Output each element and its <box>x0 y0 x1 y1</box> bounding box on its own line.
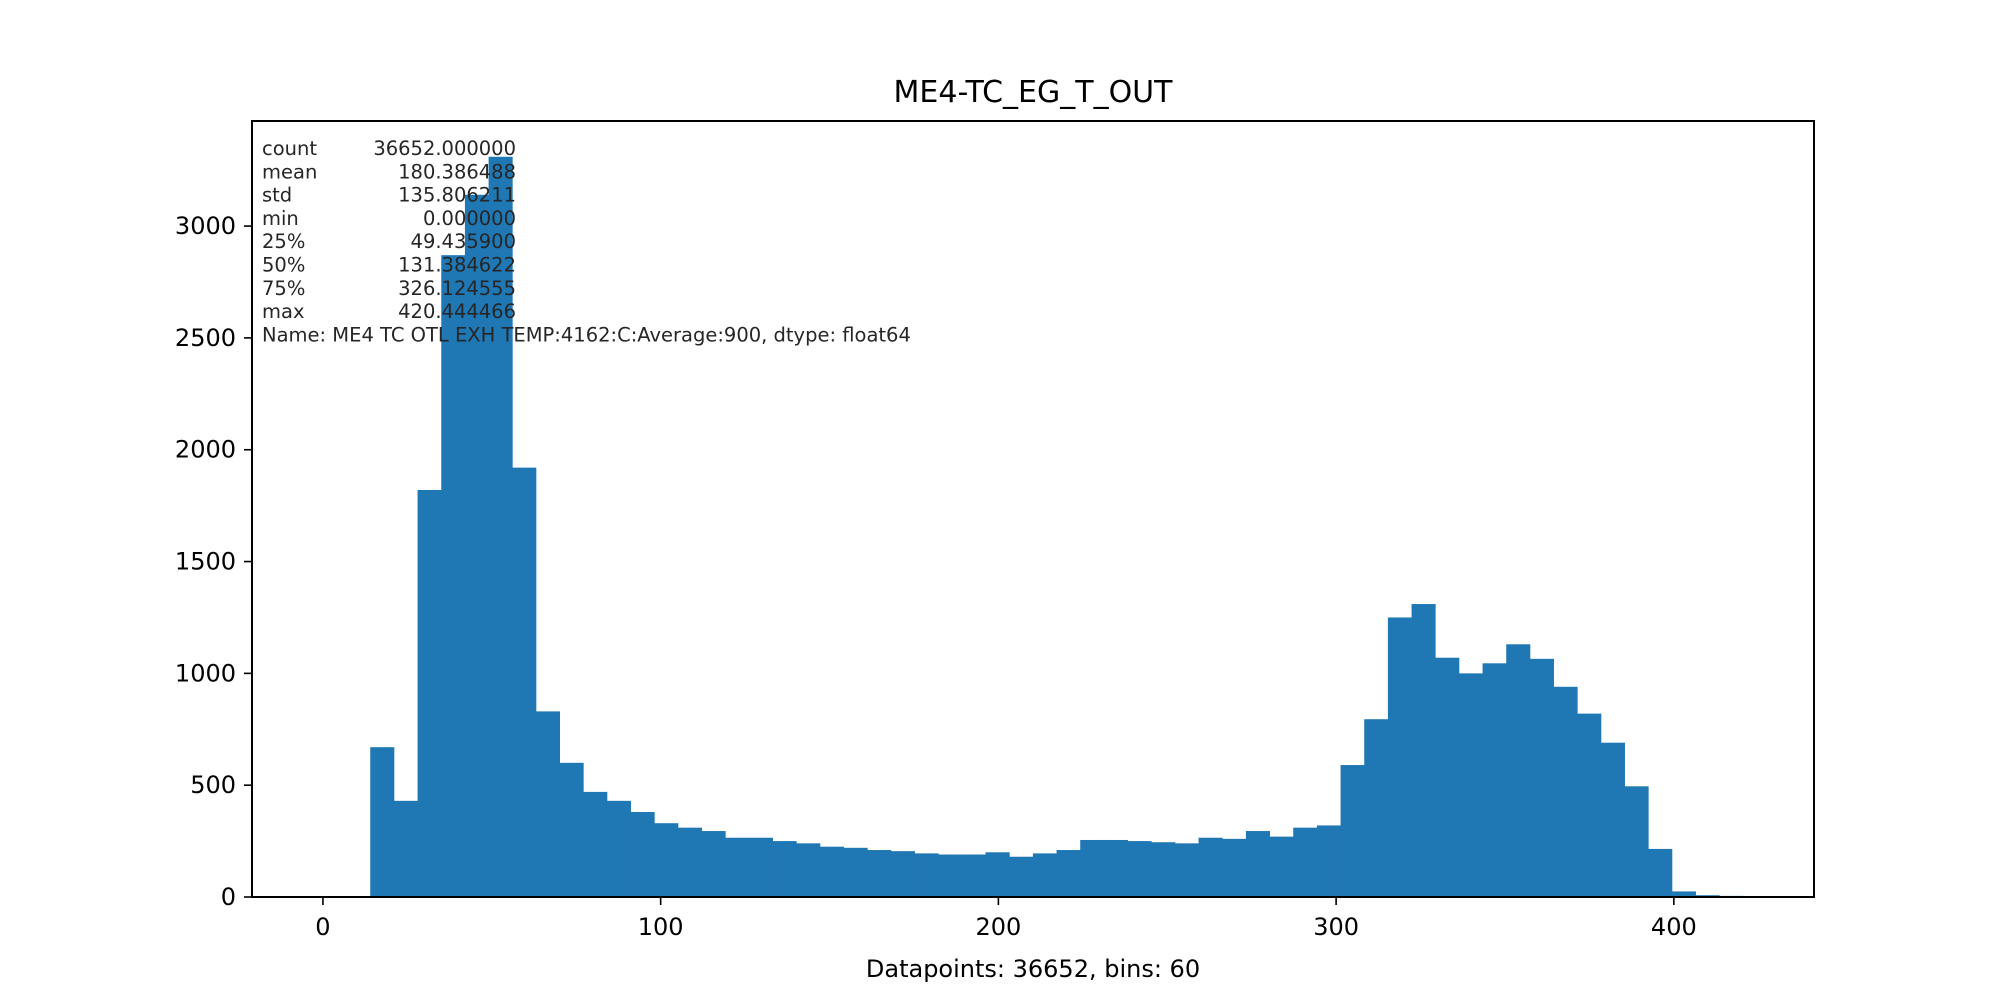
bars-group <box>370 156 1744 897</box>
histogram-bar <box>1316 825 1341 897</box>
histogram-bar <box>1032 853 1057 897</box>
histogram-bar <box>1103 839 1128 897</box>
x-tick-label: 0 <box>315 913 330 941</box>
y-tick-label: 500 <box>190 771 236 799</box>
stats-label: std <box>262 184 292 207</box>
y-tick-label: 1500 <box>175 548 236 576</box>
histogram-bar <box>1151 842 1176 897</box>
histogram-bar <box>1648 848 1673 897</box>
histogram-bar <box>559 762 584 897</box>
y-tick-label: 3000 <box>175 212 236 240</box>
histogram-bar <box>938 854 963 897</box>
stats-value: 135.806211 <box>398 184 516 207</box>
histogram-bar <box>1364 719 1389 897</box>
stats-value: 326.124555 <box>398 277 516 300</box>
x-tick-label: 200 <box>975 913 1021 941</box>
stats-value: 36652.000000 <box>373 137 516 160</box>
histogram-bar <box>1198 837 1223 897</box>
stats-value: 49.435900 <box>411 230 516 253</box>
histogram-bar <box>441 255 466 897</box>
stats-label: min <box>262 207 299 230</box>
histogram-bar <box>890 851 915 897</box>
histogram-bar <box>1600 742 1625 897</box>
stats-label: 50% <box>262 254 305 277</box>
histogram-bar <box>654 823 679 897</box>
x-axis: 0 100 200 300 400 <box>315 897 1697 941</box>
histogram-bar <box>1269 836 1294 897</box>
histogram-bar <box>725 837 750 897</box>
histogram-bar <box>583 791 608 897</box>
histogram-bar <box>1553 686 1578 897</box>
stats-annotation: count 36652.000000 mean 180.386488 std 135.80… <box>262 137 911 346</box>
stats-label: mean <box>262 160 317 183</box>
stats-value: 420.444466 <box>398 300 516 323</box>
histogram-bar <box>464 194 489 897</box>
stats-value: 0.000000 <box>423 207 516 230</box>
histogram-bar <box>985 852 1010 897</box>
histogram-bar <box>535 711 560 897</box>
histogram-bar <box>748 837 773 897</box>
histogram-bar <box>1009 856 1034 897</box>
stats-label: count <box>262 137 317 160</box>
histogram-bar <box>1174 843 1199 897</box>
histogram-bar <box>1080 839 1105 897</box>
histogram-bar <box>417 489 442 897</box>
histogram-bar <box>677 827 702 897</box>
histogram-bar <box>1506 644 1531 897</box>
histogram-bar <box>512 467 537 897</box>
histogram-bar <box>796 843 821 897</box>
chart-title: ME4-TC_EG_T_OUT <box>894 75 1174 110</box>
stats-label: 75% <box>262 277 305 300</box>
plot-frame <box>251 120 1815 898</box>
histogram-bar <box>1245 831 1270 897</box>
histogram-bar <box>843 847 868 897</box>
stats-label: 25% <box>262 230 305 253</box>
histogram-bar <box>488 156 513 897</box>
histogram-bar <box>393 800 418 897</box>
x-tick-label: 100 <box>638 913 684 941</box>
histogram-bar <box>1482 663 1507 897</box>
histogram-bar <box>606 800 631 897</box>
histogram-bar <box>1387 617 1412 897</box>
x-tick-label: 300 <box>1313 913 1359 941</box>
y-tick-label: 2000 <box>175 436 236 464</box>
histogram-bar <box>701 831 726 897</box>
stats-label: max <box>262 300 305 323</box>
x-axis-label: Datapoints: 36652, bins: 60 <box>866 955 1200 983</box>
histogram-bar <box>1222 838 1247 897</box>
stats-name-line: Name: ME4 TC OTL EXH TEMP:4162:C:Average… <box>262 323 911 346</box>
histogram-bar <box>1458 673 1483 897</box>
histogram-bar <box>1293 827 1318 897</box>
histogram-bar <box>961 854 986 897</box>
histogram-bar <box>1056 850 1081 897</box>
histogram-bar <box>772 841 797 897</box>
histogram-bar <box>1127 841 1152 897</box>
histogram-bar <box>1340 765 1365 897</box>
histogram-bar <box>1435 657 1460 897</box>
y-axis: 0 500 1000 1500 2000 2500 3000 <box>175 212 252 911</box>
histogram-bar <box>1624 786 1649 897</box>
histogram-bar <box>819 846 844 897</box>
x-tick-label: 400 <box>1651 913 1697 941</box>
stats-value: 131.384622 <box>398 254 516 277</box>
histogram-bar <box>630 812 655 897</box>
histogram-bar <box>1411 604 1436 897</box>
histogram-bar <box>1529 658 1554 897</box>
histogram-bar <box>914 853 939 897</box>
y-tick-label: 2500 <box>175 324 236 352</box>
histogram-bar <box>370 747 395 897</box>
y-tick-label: 0 <box>221 883 236 911</box>
histogram-bar <box>1577 713 1602 897</box>
y-tick-label: 1000 <box>175 659 236 687</box>
stats-value: 180.386488 <box>398 160 516 183</box>
histogram-bar <box>1671 891 1696 897</box>
histogram-bar <box>867 850 892 897</box>
